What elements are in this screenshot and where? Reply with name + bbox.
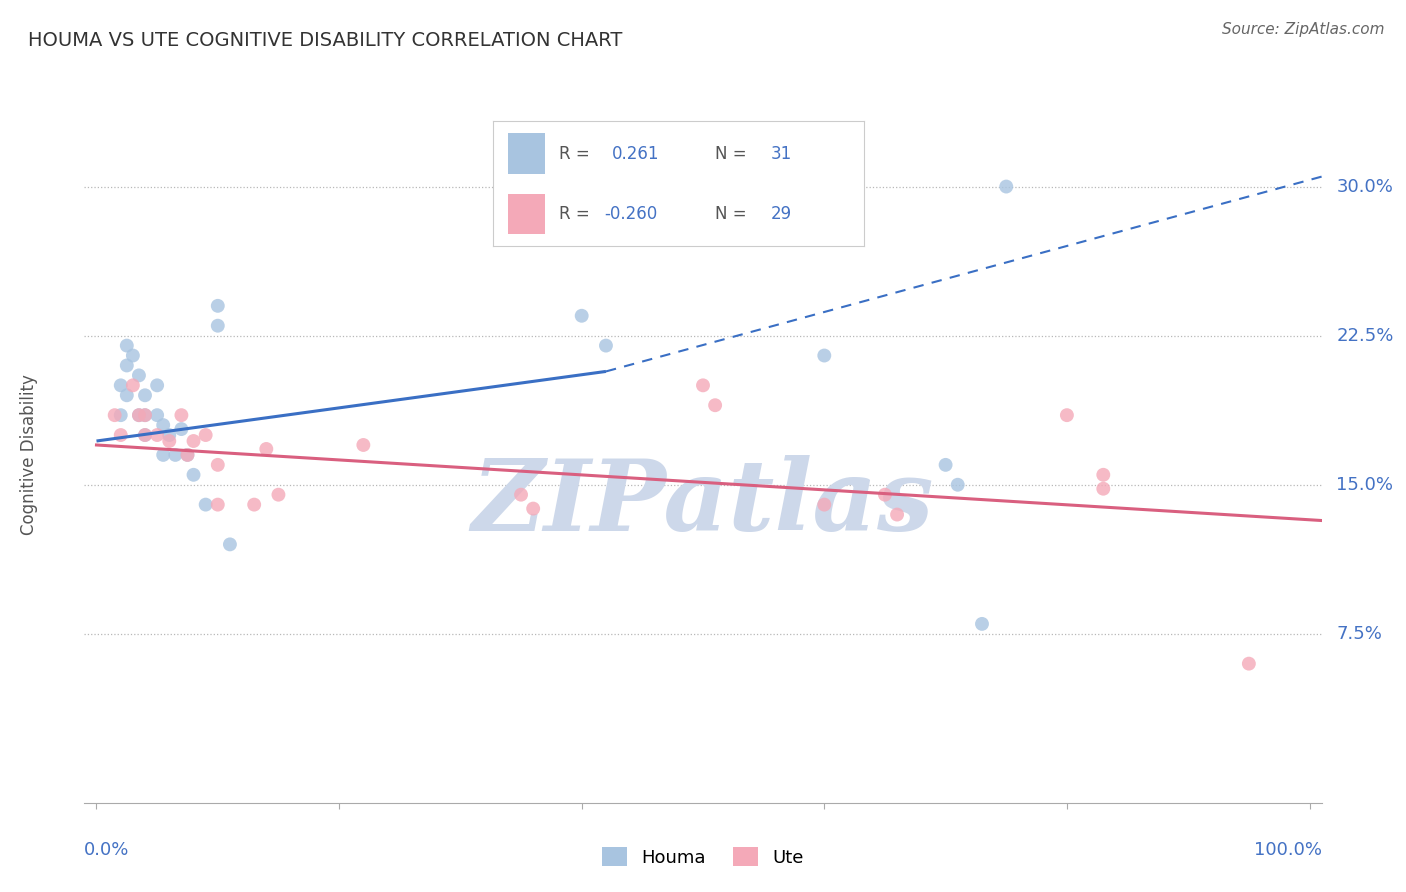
- Point: [128, 408, 150, 422]
- Point: [128, 408, 150, 422]
- Point: [146, 378, 169, 392]
- Point: [254, 442, 277, 456]
- Point: [134, 428, 156, 442]
- Point: [134, 408, 156, 422]
- Point: [571, 309, 593, 323]
- Point: [886, 508, 908, 522]
- Point: [207, 498, 229, 512]
- Point: [352, 438, 374, 452]
- Point: [115, 388, 138, 402]
- Point: [104, 408, 127, 422]
- Text: ZIPatlas: ZIPatlas: [472, 456, 934, 552]
- Point: [813, 498, 835, 512]
- Point: [813, 349, 835, 363]
- Point: [146, 408, 169, 422]
- Point: [152, 418, 174, 433]
- Point: [1092, 482, 1115, 496]
- Point: [170, 422, 193, 436]
- Text: 15.0%: 15.0%: [1337, 475, 1393, 494]
- Point: [243, 498, 266, 512]
- Point: [115, 359, 138, 373]
- Point: [873, 488, 896, 502]
- Point: [207, 458, 229, 472]
- Legend: Houma, Ute: Houma, Ute: [595, 840, 811, 874]
- Point: [970, 616, 993, 631]
- Text: 0.0%: 0.0%: [84, 841, 129, 859]
- Point: [183, 434, 205, 448]
- Point: [176, 448, 198, 462]
- Point: [134, 388, 156, 402]
- Point: [110, 378, 132, 392]
- Point: [704, 398, 727, 412]
- Point: [207, 318, 229, 333]
- Point: [110, 428, 132, 442]
- Text: HOUMA VS UTE COGNITIVE DISABILITY CORRELATION CHART: HOUMA VS UTE COGNITIVE DISABILITY CORREL…: [28, 31, 623, 50]
- Point: [122, 378, 145, 392]
- Point: [935, 458, 957, 472]
- Point: [110, 408, 132, 422]
- Text: 100.0%: 100.0%: [1254, 841, 1322, 859]
- Point: [219, 537, 242, 551]
- Point: [595, 338, 617, 352]
- Point: [207, 299, 229, 313]
- Point: [134, 428, 156, 442]
- Point: [194, 498, 217, 512]
- Point: [692, 378, 714, 392]
- Point: [183, 467, 205, 482]
- Text: Cognitive Disability: Cognitive Disability: [20, 375, 38, 535]
- Point: [1092, 467, 1115, 482]
- Point: [267, 488, 290, 502]
- Text: 7.5%: 7.5%: [1337, 624, 1382, 643]
- Point: [115, 338, 138, 352]
- Text: Source: ZipAtlas.com: Source: ZipAtlas.com: [1222, 22, 1385, 37]
- Point: [510, 488, 533, 502]
- Point: [522, 501, 544, 516]
- Point: [1056, 408, 1078, 422]
- Point: [176, 448, 198, 462]
- Point: [194, 428, 217, 442]
- Point: [157, 428, 180, 442]
- Point: [1237, 657, 1260, 671]
- Point: [157, 434, 180, 448]
- Point: [128, 368, 150, 383]
- Point: [146, 428, 169, 442]
- Point: [946, 477, 969, 491]
- Point: [122, 349, 145, 363]
- Point: [165, 448, 187, 462]
- Text: 22.5%: 22.5%: [1337, 326, 1393, 344]
- Point: [134, 408, 156, 422]
- Point: [995, 179, 1018, 194]
- Point: [152, 448, 174, 462]
- Point: [170, 408, 193, 422]
- Text: 30.0%: 30.0%: [1337, 178, 1393, 195]
